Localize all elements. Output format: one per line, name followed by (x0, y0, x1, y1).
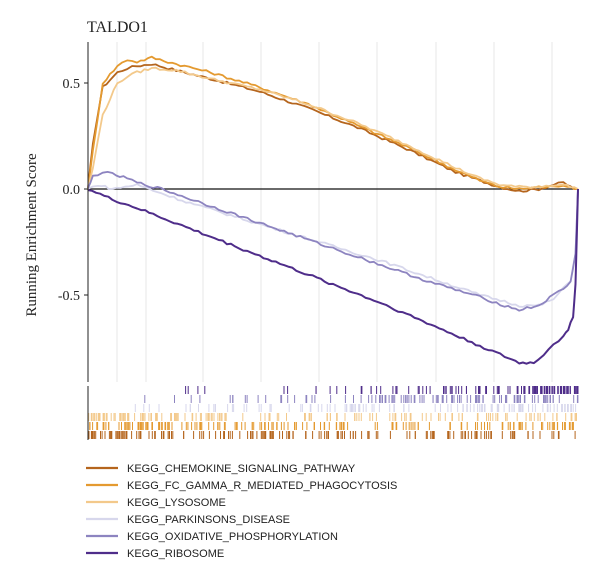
legend-label: KEGG_RIBOSOME (127, 548, 224, 560)
y-tick-label: 0.0 (63, 183, 81, 198)
legend-label: KEGG_OXIDATIVE_PHOSPHORYLATION (127, 531, 338, 543)
enrichment-lines (87, 55, 579, 365)
y-axis: 0.5 0.0 -0.5 (58, 42, 89, 382)
series-line (87, 55, 579, 191)
legend-label: KEGG_FC_GAMMA_R_MEDIATED_PHAGOCYTOSIS (127, 480, 397, 492)
series-line (87, 183, 579, 308)
gene-hit-rugs (87, 386, 579, 440)
legend-label: KEGG_PARKINSONS_DISEASE (127, 514, 290, 526)
series-line (87, 170, 579, 312)
y-tick-label: 0.5 (63, 77, 81, 92)
series-line (87, 66, 579, 190)
series-line (87, 63, 579, 193)
grid-lines (116, 42, 553, 382)
legend: KEGG_CHEMOKINE_SIGNALING_PATHWAY KEGG_FC_… (86, 463, 397, 560)
y-tick-label: -0.5 (58, 289, 80, 304)
y-axis-label: Running Enrichment Score (24, 153, 40, 317)
legend-label: KEGG_CHEMOKINE_SIGNALING_PATHWAY (127, 463, 356, 475)
series-line (87, 188, 579, 365)
chart-title: TALDO1 (87, 19, 148, 36)
legend-label: KEGG_LYSOSOME (127, 497, 226, 509)
